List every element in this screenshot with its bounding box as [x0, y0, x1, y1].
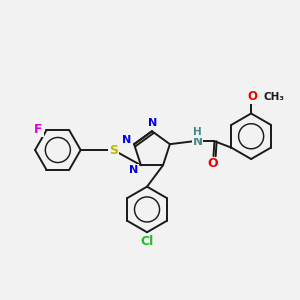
Text: N: N — [148, 118, 158, 128]
Text: F: F — [34, 123, 43, 136]
Text: O: O — [247, 90, 257, 103]
Text: N: N — [122, 135, 131, 145]
Text: O: O — [207, 158, 218, 170]
Text: Cl: Cl — [140, 235, 154, 248]
Text: N: N — [129, 165, 139, 175]
Text: CH₃: CH₃ — [263, 92, 284, 102]
Text: N: N — [193, 135, 202, 148]
Text: H: H — [193, 127, 202, 137]
Text: S: S — [109, 143, 118, 157]
